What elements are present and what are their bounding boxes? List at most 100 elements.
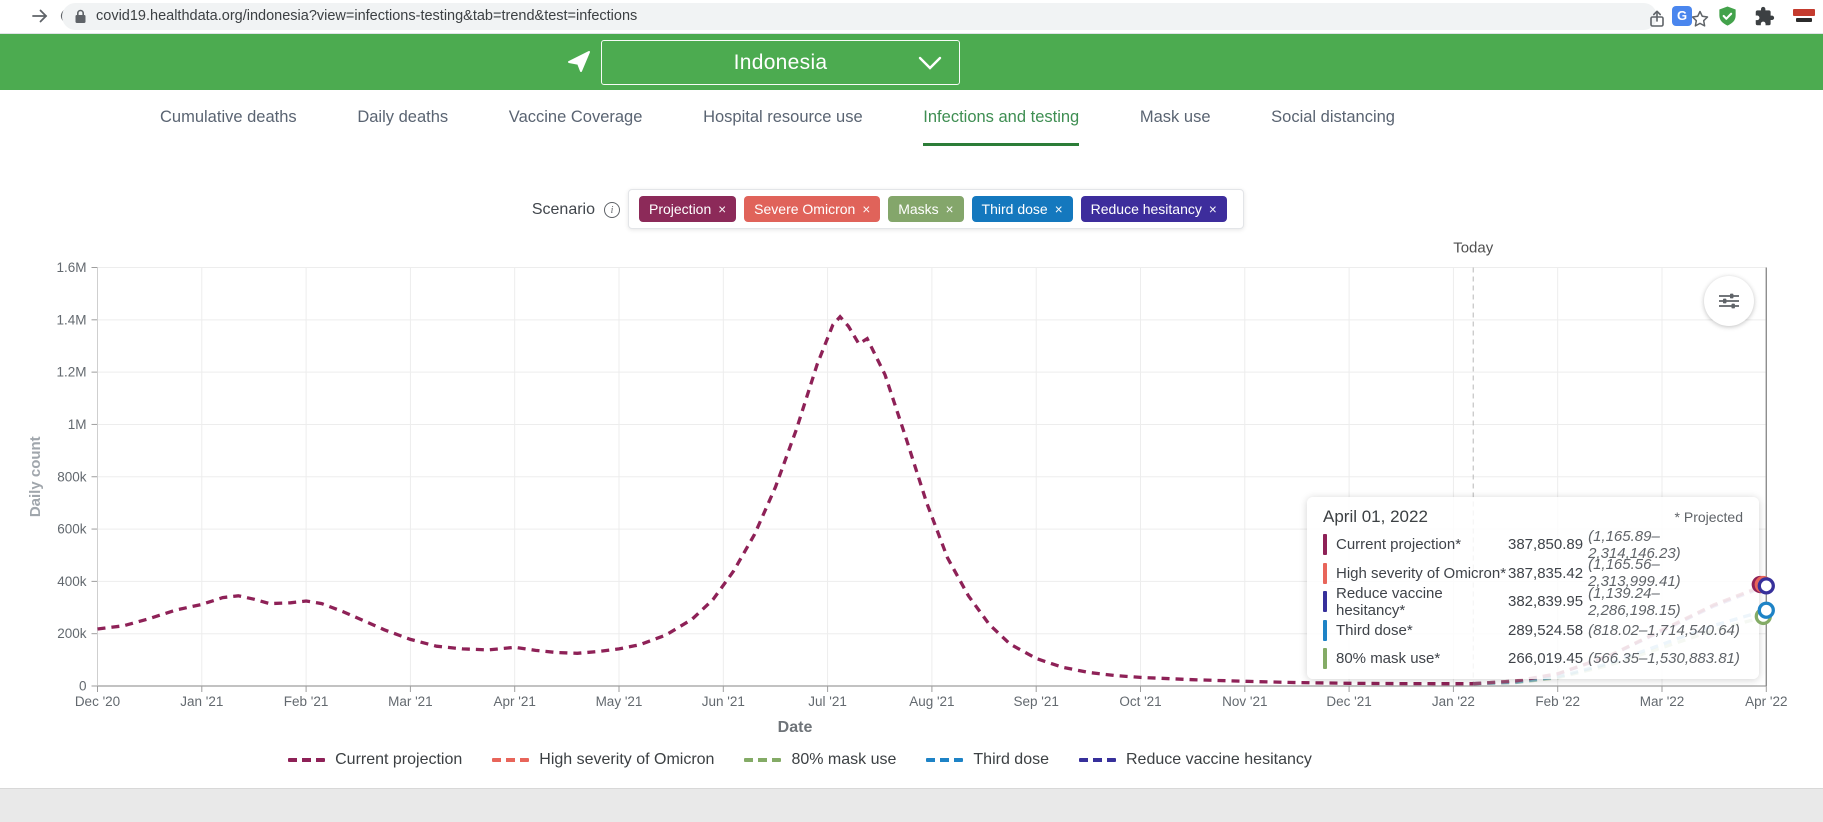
country-name: Indonesia <box>733 50 828 74</box>
series-value: 266,019.45 <box>1508 650 1584 667</box>
tag-label: Masks <box>898 201 939 217</box>
shield-check-extension-icon[interactable] <box>1716 5 1739 28</box>
legend-label: Reduce vaccine hesitancy <box>1125 751 1312 768</box>
remove-tag-icon[interactable]: × <box>1054 201 1063 217</box>
svg-text:Feb '22: Feb '22 <box>1535 694 1580 709</box>
country-dropdown[interactable]: Indonesia <box>601 40 960 85</box>
translate-extension-icon[interactable]: G <box>1672 6 1692 26</box>
series-label: High severity of Omicron* <box>1336 564 1507 582</box>
svg-text:600k: 600k <box>57 522 87 537</box>
tab-cumulative-deaths[interactable]: Cumulative deaths <box>160 108 297 126</box>
chart-tooltip: April 01, 2022 * Projected Current proje… <box>1307 497 1759 679</box>
svg-text:1M: 1M <box>68 417 87 432</box>
series-value: 387,835.42 <box>1508 564 1584 582</box>
share-icon[interactable] <box>1647 9 1667 29</box>
tag-label: Projection <box>649 201 712 217</box>
svg-text:Apr '21: Apr '21 <box>494 694 536 709</box>
legend-label: High severity of Omicron <box>539 751 715 768</box>
svg-text:400k: 400k <box>57 574 87 589</box>
svg-text:Sep '21: Sep '21 <box>1014 694 1059 709</box>
scenario-tag-masks: Masks × <box>888 196 964 222</box>
svg-text:Jan '22: Jan '22 <box>1432 694 1475 709</box>
forward-icon[interactable] <box>30 6 50 26</box>
series-color-bar <box>1323 562 1327 584</box>
sliders-icon <box>1719 293 1739 309</box>
extensions-puzzle-icon[interactable] <box>1754 6 1775 27</box>
svg-text:Nov '21: Nov '21 <box>1222 694 1267 709</box>
tab-vaccine-coverage[interactable]: Vaccine Coverage <box>508 108 643 126</box>
svg-text:Feb '21: Feb '21 <box>284 694 329 709</box>
svg-text:1.2M: 1.2M <box>56 365 86 380</box>
remove-tag-icon[interactable]: × <box>945 201 954 217</box>
tooltip-row: 80% mask use* 266,019.45 (566.35–1,530,883… <box>1323 648 1743 670</box>
tag-label: Third dose <box>981 201 1048 217</box>
svg-text:Jul '21: Jul '21 <box>808 694 847 709</box>
series-color-bar <box>1323 591 1327 612</box>
svg-text:May '21: May '21 <box>596 694 643 709</box>
tab-hospital-resource-use[interactable]: Hospital resource use <box>703 108 863 126</box>
svg-text:Today: Today <box>1453 240 1494 257</box>
svg-text:Dec '21: Dec '21 <box>1326 694 1371 709</box>
dashed-line-swatch <box>288 757 326 763</box>
dashed-line-swatch <box>926 757 964 763</box>
series-range: (1,139.24–2,286,198.15) <box>1588 584 1681 619</box>
svg-text:1.6M: 1.6M <box>56 260 86 275</box>
tab-daily-deaths[interactable]: Daily deaths <box>357 108 449 126</box>
scenario-tag-reduce-hesitancy: Reduce hesitancy × <box>1080 196 1227 222</box>
scenario-tag-severe-omicron: Severe Omicron × <box>744 196 881 222</box>
series-label: Third dose* <box>1336 621 1413 639</box>
svg-text:Mar '22: Mar '22 <box>1640 694 1685 709</box>
series-value: 289,524.58 <box>1508 621 1584 639</box>
legend-label: 80% mask use <box>791 751 897 768</box>
legend-item-third-dose[interactable]: Third dose <box>926 751 1049 769</box>
remove-tag-icon[interactable]: × <box>718 201 727 217</box>
scenario-label: Scenario <box>531 201 595 218</box>
chart-legend: Current projection High severity of Omic… <box>0 751 1600 769</box>
legend-item-current-projection[interactable]: Current projection <box>288 751 462 769</box>
svg-text:0: 0 <box>79 679 87 694</box>
tooltip-projected-note: * Projected <box>1674 509 1743 525</box>
bookmark-star-icon[interactable] <box>1690 9 1710 29</box>
series-range: (566.35–1,530,883.81) <box>1588 650 1740 667</box>
news-site-extension-icon[interactable] <box>1792 7 1816 25</box>
tab-infections-and-testing[interactable]: Infections and testing <box>923 90 1080 146</box>
svg-text:1.4M: 1.4M <box>56 312 86 327</box>
series-value: 387,850.89 <box>1508 536 1584 553</box>
info-icon[interactable]: i <box>604 202 620 218</box>
remove-tag-icon[interactable]: × <box>1208 201 1217 217</box>
tag-label: Severe Omicron <box>754 201 856 217</box>
legend-label: Current projection <box>335 751 463 768</box>
remove-tag-icon[interactable]: × <box>862 201 871 217</box>
tag-label: Reduce hesitancy <box>1090 201 1202 217</box>
scenario-tag-third-dose: Third dose × <box>971 196 1073 222</box>
legend-item-mask-use[interactable]: 80% mask use <box>744 751 896 769</box>
tooltip-row: High severity of Omicron* 387,835.42 (1,16… <box>1323 556 1743 590</box>
tab-mask-use[interactable]: Mask use <box>1139 108 1211 126</box>
svg-text:Jan '21: Jan '21 <box>180 694 223 709</box>
chart-settings-button[interactable] <box>1704 276 1754 326</box>
svg-text:Oct '21: Oct '21 <box>1119 694 1161 709</box>
chevron-down-icon <box>918 56 942 70</box>
svg-text:Aug '21: Aug '21 <box>909 694 954 709</box>
svg-text:Jun '21: Jun '21 <box>702 694 745 709</box>
url-text: covid19.healthdata.org/indonesia?view=in… <box>96 8 638 24</box>
scenario-multiselect[interactable]: Projection × Severe Omicron × Masks × Third… <box>628 189 1244 229</box>
series-label: 80% mask use* <box>1336 650 1441 667</box>
svg-text:Apr '22: Apr '22 <box>1745 694 1787 709</box>
scenario-tag-projection: Projection × <box>639 196 737 222</box>
tooltip-row: Reduce vaccine hesitancy* 382,839.95 (1,13… <box>1323 585 1743 619</box>
location-arrow-icon <box>568 51 590 72</box>
next-section-strip <box>0 788 1823 822</box>
svg-text:200k: 200k <box>57 626 87 641</box>
tab-social-distancing[interactable]: Social distancing <box>1271 108 1395 126</box>
series-color-bar <box>1323 619 1327 641</box>
view-tabs: Cumulative deaths Daily deaths Vaccine C… <box>160 90 1395 146</box>
browser-chrome: covid19.healthdata.org/indonesia?view=in… <box>0 0 1823 34</box>
legend-item-reduce-hesitancy[interactable]: Reduce vaccine hesitancy <box>1078 751 1312 769</box>
site-header: Indonesia <box>0 33 1823 90</box>
legend-item-high-severity[interactable]: High severity of Omicron <box>492 751 714 769</box>
dashed-line-swatch <box>1078 757 1116 763</box>
series-range: (818.02–1,714,540.64) <box>1588 621 1740 639</box>
svg-text:Dec '20: Dec '20 <box>75 694 120 709</box>
url-bar[interactable]: covid19.healthdata.org/indonesia?view=in… <box>62 3 1709 30</box>
